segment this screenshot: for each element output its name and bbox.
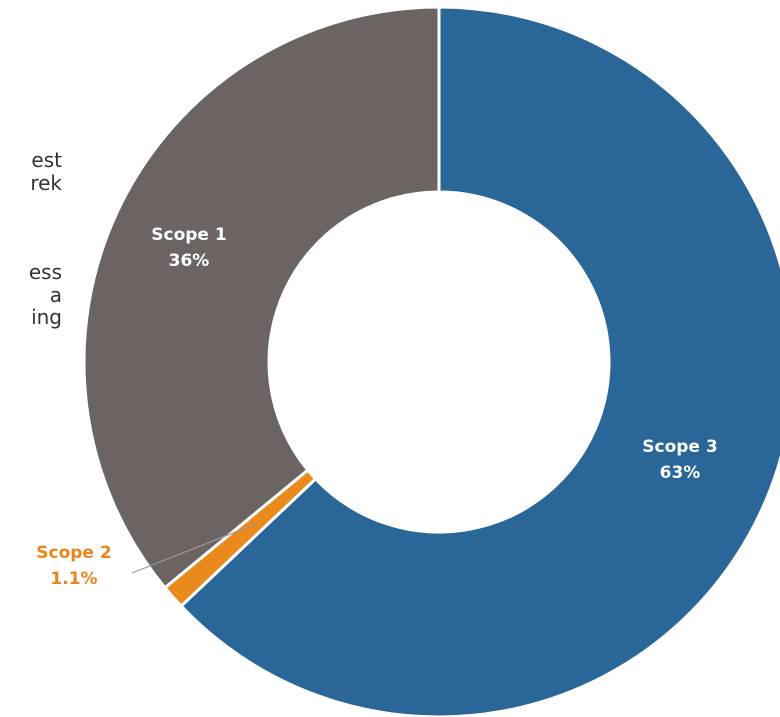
slice-label-scope-1-name: Scope 1 — [151, 225, 226, 245]
chart-slices — [82, 5, 780, 717]
bg-text-line: est — [31, 148, 62, 172]
slice-scope-3 — [179, 5, 780, 717]
slice-scope-1 — [82, 5, 441, 590]
slice-label-scope-3-name: Scope 3 — [642, 437, 717, 457]
background-text-fragment: est rek ess a ing — [0, 149, 62, 329]
slice-label-scope-3-value: 63% — [660, 463, 701, 483]
slice-label-scope-2-value: 1.1% — [50, 569, 97, 589]
slice-label-scope-2-name: Scope 2 — [36, 543, 111, 563]
bg-text-line: ess — [28, 260, 62, 284]
chart-labels: Scope 3 63% Scope 2 1.1% Scope 1 36% — [36, 225, 717, 589]
bg-text-line: rek — [30, 170, 62, 195]
scope-2-leader-line — [131, 523, 256, 574]
bg-text-line: ing — [31, 305, 62, 329]
slice-label-scope-1-value: 36% — [169, 251, 210, 271]
bg-text-line: a — [49, 282, 62, 307]
